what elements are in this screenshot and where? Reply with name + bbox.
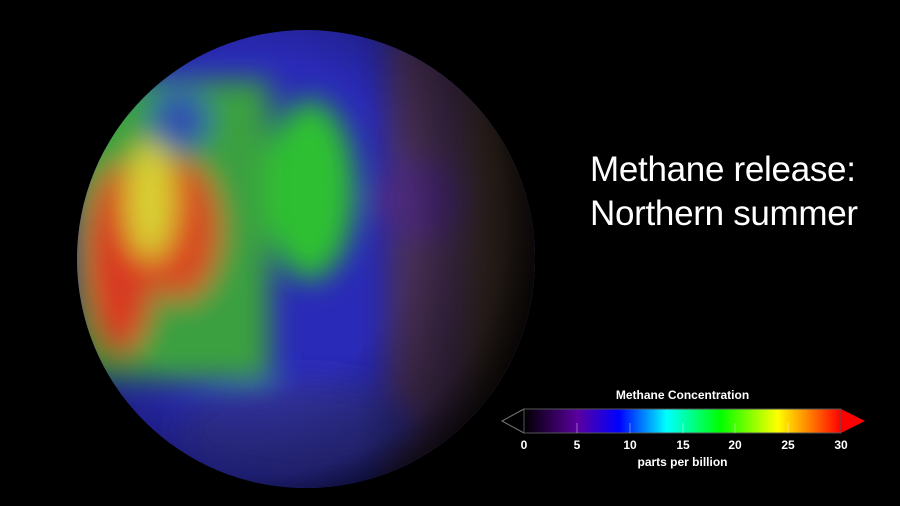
tick-label: 20 <box>728 438 742 452</box>
colorbar-over-arrow <box>841 409 865 433</box>
colorbar-under-arrow <box>500 408 525 434</box>
tick-label: 30 <box>834 438 848 452</box>
colorbar-title: Methane Concentration <box>615 388 750 402</box>
tick-label: 10 <box>623 438 637 452</box>
tick-label: 25 <box>781 438 795 452</box>
tick-label: 0 <box>520 438 528 452</box>
colorbar-unit: parts per billion <box>637 455 728 469</box>
colorbar-gradient <box>523 408 842 434</box>
tick-label: 15 <box>676 438 690 452</box>
title-line-2: Northern summer <box>590 194 858 233</box>
figure-title: Methane release: Northern summer <box>590 148 858 236</box>
colorbar <box>500 408 865 434</box>
tick-label: 5 <box>573 438 581 452</box>
title-line-1: Methane release: <box>590 150 856 189</box>
